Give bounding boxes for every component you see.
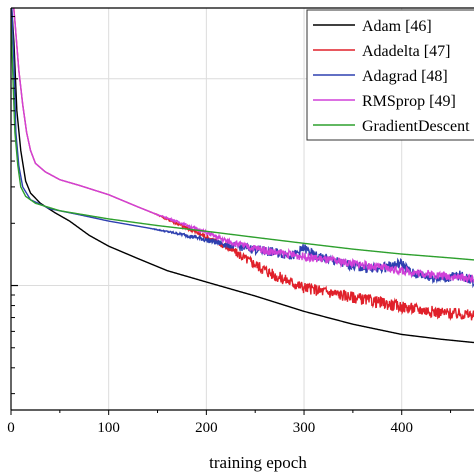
legend: Adam [46] Adadelta [47] Adagrad [48] RMSpro… [306,9,474,141]
legend-label: RMSprop [49] [362,93,456,110]
series-line-4 [12,8,474,284]
x-tick-label: 400 [390,420,413,436]
y-ticks [11,16,18,395]
x-axis-title: training epoch [209,453,307,472]
series-lines [11,8,474,344]
legend-label: Adadelta [47] [362,43,450,60]
x-ticks: 0 100 200 300 400 [7,410,452,436]
x-tick-label: 300 [293,420,316,436]
legend-label: Adagrad [48] [362,68,448,85]
legend-label: Adam [46] [362,18,432,35]
x-tick-label: 0 [7,420,15,436]
x-tick-label: 200 [195,420,218,436]
series-line-1 [11,8,474,344]
series-line-5 [11,16,474,261]
axes [10,7,474,411]
legend-label: GradientDescent [362,118,470,135]
x-tick-label: 100 [97,420,120,436]
